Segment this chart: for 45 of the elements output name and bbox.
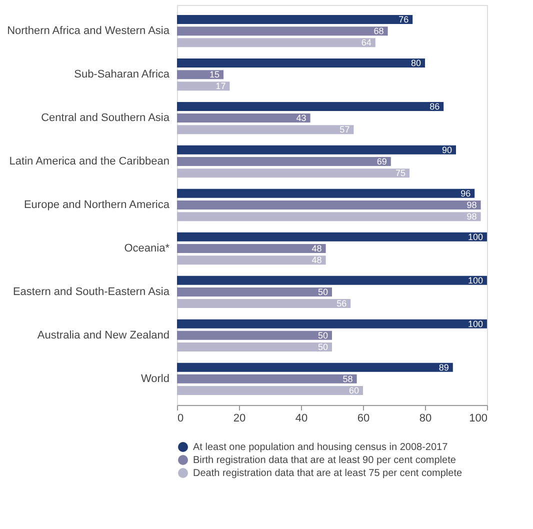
data-label: 50 (318, 286, 328, 297)
x-tick-label: 60 (357, 412, 370, 424)
y-tick-label: Europe and Northern America (24, 199, 170, 211)
data-label: 100 (468, 318, 483, 329)
x-tick-label: 100 (469, 412, 488, 424)
x-tick-label: 0 (178, 412, 184, 424)
y-tick-label: World (140, 372, 170, 385)
y-tick-label: Oceania* (124, 242, 170, 254)
data-label: 50 (318, 330, 328, 340)
y-tick-label: Northern Africa and Western Asia (7, 25, 170, 38)
data-label: 69 (376, 156, 387, 167)
data-label: 68 (374, 26, 384, 36)
data-label: 48 (312, 255, 322, 266)
legend-label: At least one population and housing census in 2008-2017 (193, 442, 448, 453)
y-tick-label: Australia and New Zealand (37, 329, 170, 342)
data-label: 57 (340, 124, 350, 135)
data-label: 89 (438, 362, 449, 372)
data-label: 86 (430, 101, 440, 112)
data-label: 98 (466, 200, 477, 210)
data-label: 56 (336, 298, 347, 309)
data-label: 96 (460, 188, 471, 198)
data-label: 100 (468, 232, 483, 242)
x-tick-label: 40 (295, 412, 308, 424)
data-label: 17 (216, 81, 226, 92)
y-tick-label: Central and Southern Asia (41, 112, 170, 124)
data-label: 80 (410, 58, 421, 68)
data-label: 48 (312, 243, 322, 254)
data-label: 15 (209, 70, 220, 80)
data-label: 64 (361, 38, 372, 48)
data-label: 76 (398, 14, 409, 24)
y-tick-label: Eastern and South-Eastern Asia (12, 286, 170, 298)
x-tick-label: 20 (233, 412, 246, 424)
y-tick-label: Latin America and the Caribbean (9, 156, 170, 168)
data-label: 43 (296, 113, 306, 124)
y-tick-label: Sub-Saharan Africa (74, 68, 170, 81)
x-tick-label: 80 (419, 412, 432, 424)
data-label: 75 (395, 168, 406, 178)
legend-label: Death registration data that are at least 75 per cent complete (193, 468, 462, 479)
data-label: 100 (468, 275, 483, 286)
data-label: 58 (342, 374, 353, 384)
data-label: 90 (442, 144, 452, 155)
data-label: 50 (318, 342, 328, 352)
data-label: 98 (466, 212, 477, 222)
data-label: 60 (348, 386, 359, 396)
legend-label: Birth registration data that are at least 90 per cent complete (193, 455, 456, 466)
